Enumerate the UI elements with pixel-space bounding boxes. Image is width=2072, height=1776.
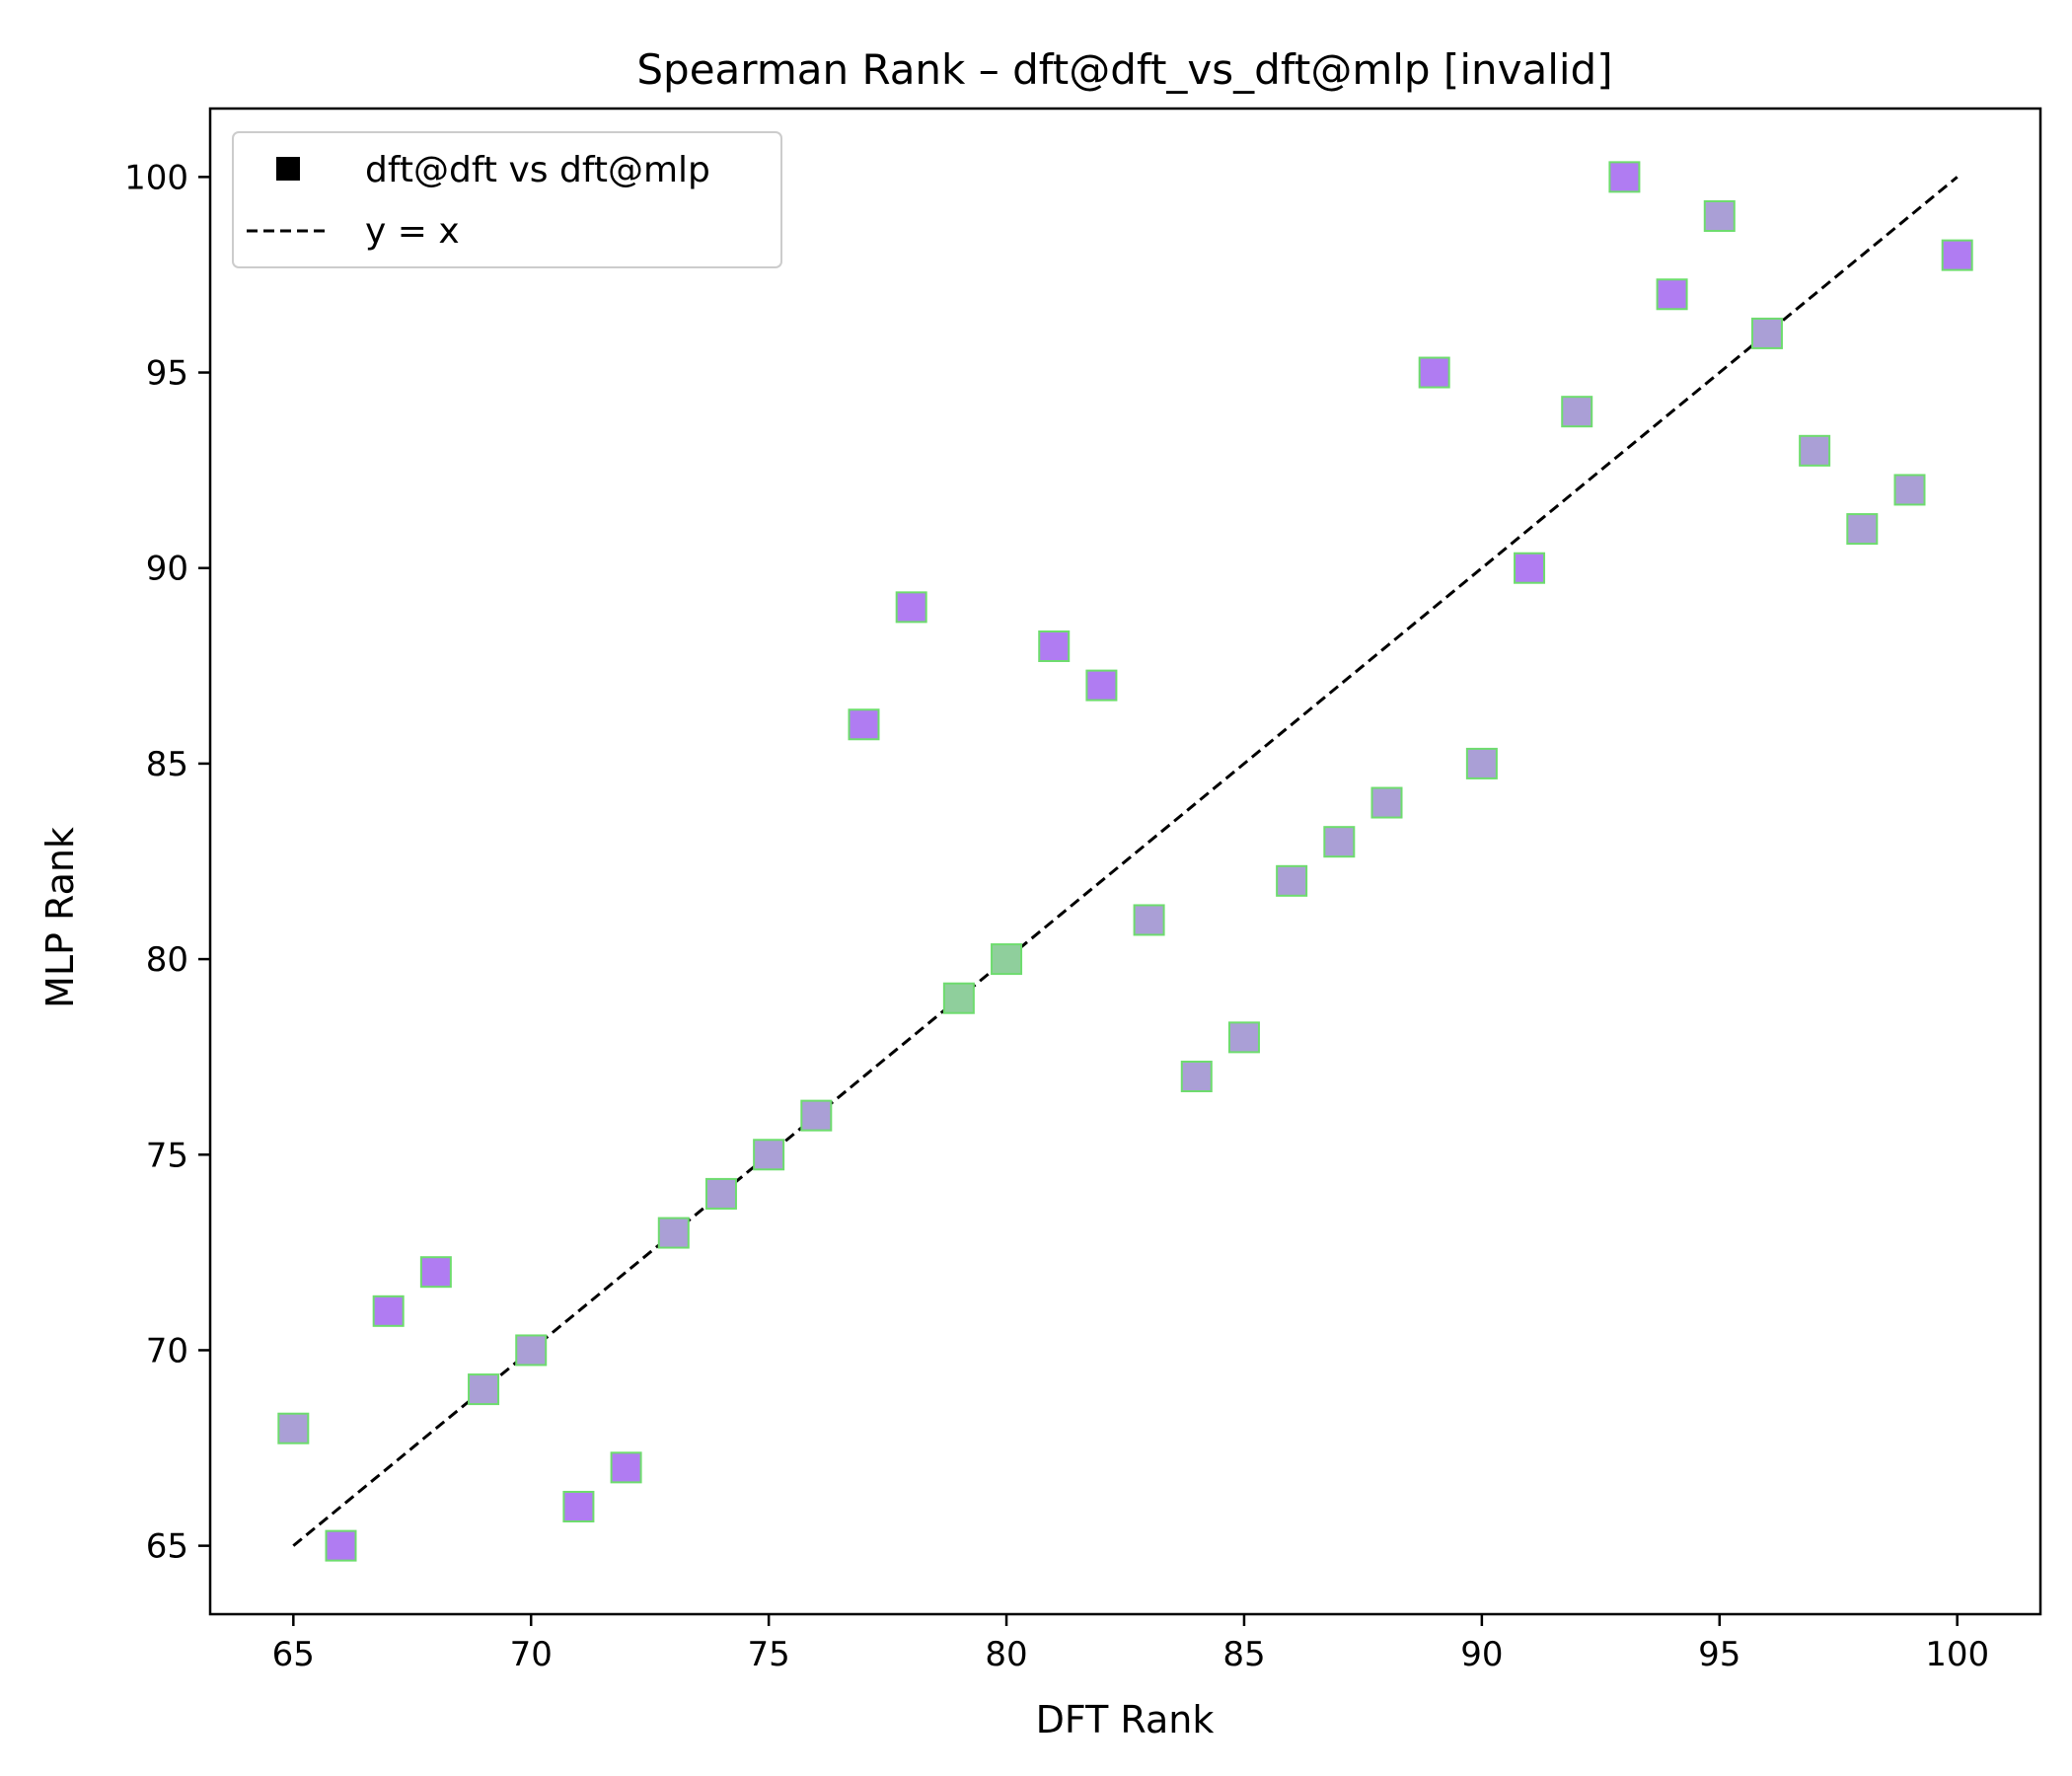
x-tick-label: 90 (1460, 1635, 1503, 1674)
x-tick-label: 65 (272, 1635, 315, 1674)
legend: dft@dft vs dft@mlp y = x (232, 131, 782, 268)
data-point (1514, 552, 1546, 584)
x-tick-label: 100 (1925, 1635, 1989, 1674)
data-point (1608, 161, 1641, 193)
legend-entry-line: y = x (365, 211, 460, 252)
data-point (800, 1099, 833, 1132)
data-point (1323, 826, 1356, 858)
data-point (1846, 513, 1879, 546)
axes-frame (208, 107, 2042, 1616)
x-tick-label: 95 (1698, 1635, 1740, 1674)
data-point (1418, 356, 1450, 389)
data-point (468, 1373, 500, 1406)
data-point (1276, 864, 1308, 897)
y-tick-label: 75 (146, 1136, 188, 1175)
data-point (1750, 317, 1783, 349)
x-axis-label: DFT Rank (1036, 1698, 1215, 1741)
x-tick-label: 80 (985, 1635, 1027, 1674)
y-tick-label: 70 (146, 1331, 188, 1370)
data-point (562, 1491, 595, 1522)
data-point (1465, 747, 1498, 779)
chart-title: Spearman Rank – dft@dft_vs_dft@mlp [inva… (636, 45, 1612, 94)
data-point (704, 1177, 737, 1210)
y-tick-label: 100 (124, 158, 188, 197)
legend-entry-scatter: dft@dft vs dft@mlp (365, 150, 710, 190)
data-point (1180, 1061, 1213, 1092)
plot-area: 65 70 75 80 85 90 95 100 65 70 75 80 85 90 95 100 (124, 107, 2042, 1674)
data-point (610, 1451, 642, 1484)
legend-square-marker (276, 157, 300, 181)
data-point (1656, 278, 1688, 311)
data-point (325, 1529, 357, 1562)
data-point (1038, 630, 1071, 662)
x-tick-label: 70 (510, 1635, 553, 1674)
data-point (991, 943, 1023, 976)
x-tick-label: 75 (748, 1635, 790, 1674)
data-point (1799, 434, 1831, 467)
y-tick-label: 65 (146, 1527, 188, 1567)
data-point (277, 1412, 310, 1444)
data-point (942, 982, 975, 1014)
data-point (753, 1139, 785, 1171)
y-tick-label: 80 (146, 940, 188, 980)
data-point (1703, 200, 1736, 232)
data-point (419, 1256, 452, 1289)
reference-line-y-equals-x (292, 176, 1959, 1547)
x-tick-label: 85 (1222, 1635, 1265, 1674)
legend-frame (232, 131, 782, 268)
y-axis-label: MLP Rank (38, 827, 82, 1008)
data-point (1941, 239, 1973, 271)
data-point (1085, 669, 1118, 702)
y-tick-label: 90 (146, 550, 188, 589)
data-point (1561, 396, 1593, 428)
data-point (1893, 474, 1926, 506)
data-point (1133, 904, 1165, 936)
data-point (1370, 786, 1403, 819)
data-point (848, 708, 880, 741)
data-point (372, 1295, 405, 1327)
data-point (657, 1217, 690, 1249)
data-point (515, 1334, 548, 1367)
data-point (895, 591, 927, 624)
y-tick-label: 85 (146, 745, 188, 784)
y-tick-label: 95 (146, 354, 188, 394)
data-point (1227, 1021, 1260, 1054)
